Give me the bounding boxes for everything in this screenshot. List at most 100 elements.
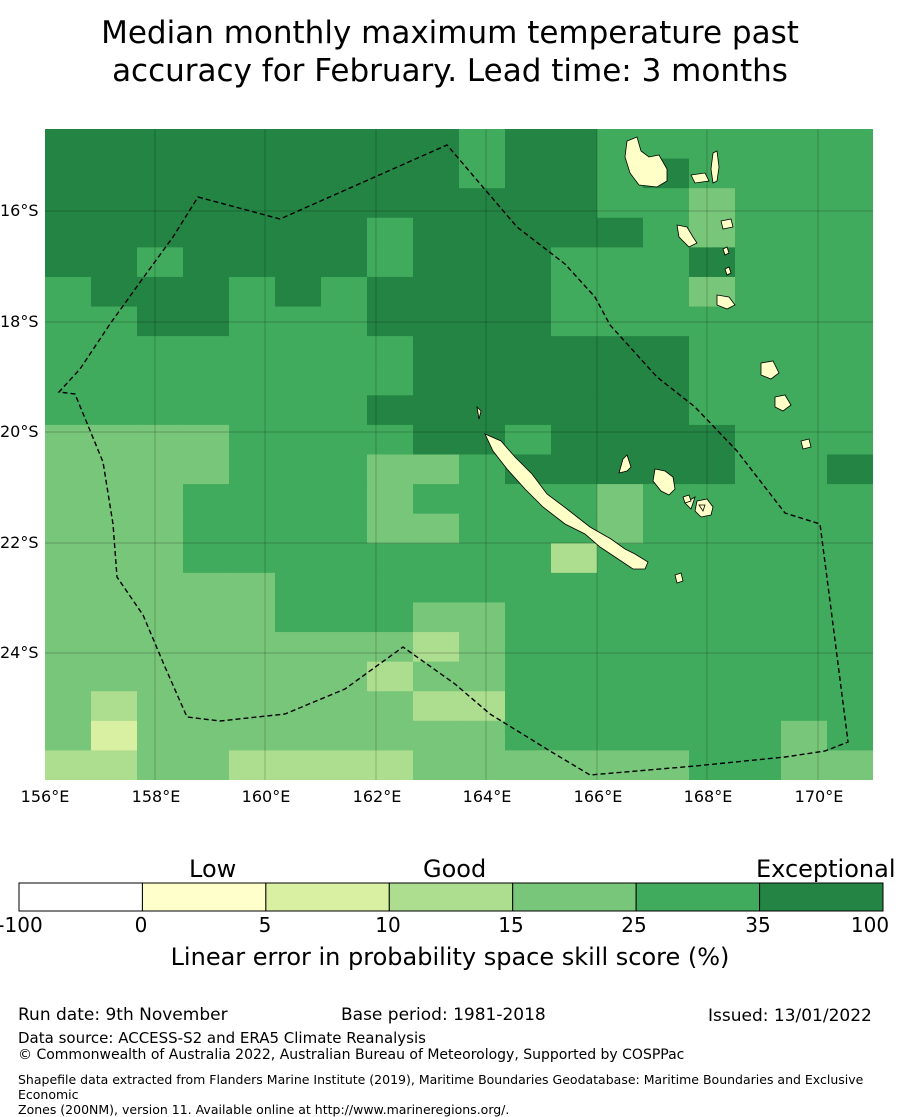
grid-cell xyxy=(91,188,138,219)
grid-cell xyxy=(689,632,736,663)
copyright: © Commonwealth of Australia 2022, Austra… xyxy=(18,1047,685,1063)
grid-cell xyxy=(137,336,184,367)
grid-cell xyxy=(183,129,230,160)
grid-cell xyxy=(229,188,276,219)
grid-cell xyxy=(597,395,644,426)
coast-loyalty-lifou xyxy=(652,468,676,496)
grid-cell xyxy=(413,454,460,485)
lat-label-16s: 16°S xyxy=(0,201,39,220)
category-good: Good xyxy=(423,855,487,883)
grid-cell xyxy=(137,247,184,278)
grid-cell xyxy=(827,661,873,692)
grid-cell xyxy=(321,247,368,278)
grid-cell xyxy=(551,720,598,752)
grid-cell xyxy=(597,572,644,604)
grid-cell xyxy=(183,336,230,367)
grid-cell xyxy=(413,188,460,219)
coast-ambrym xyxy=(720,218,734,230)
grid-cell xyxy=(735,513,782,544)
grid-cell xyxy=(413,129,460,160)
grid-cell xyxy=(781,543,828,574)
grid-cell xyxy=(459,247,506,278)
lon-label-168e: 168°E xyxy=(683,787,733,806)
grid-cell xyxy=(137,750,184,780)
grid-cell xyxy=(321,513,368,544)
grid-cell xyxy=(551,632,598,663)
grid-cell xyxy=(459,691,506,722)
skill-score-map xyxy=(45,129,873,780)
grid-cell xyxy=(689,395,736,426)
grid-cell xyxy=(321,632,368,663)
grid-cell xyxy=(183,424,230,456)
grid-cell xyxy=(827,395,873,426)
grid-cell xyxy=(505,602,552,633)
grid-cell xyxy=(45,247,92,278)
grid-cell xyxy=(367,720,414,752)
grid-cell xyxy=(137,513,184,544)
grid-cell xyxy=(413,424,460,456)
grid-cell xyxy=(735,602,782,633)
grid-cell xyxy=(91,720,138,752)
grid-cell xyxy=(643,750,690,780)
grid-cell xyxy=(781,188,828,219)
grid-cell xyxy=(275,247,322,278)
lon-label-164e: 164°E xyxy=(462,787,512,806)
grid-cell xyxy=(321,158,368,189)
grid-cell xyxy=(597,276,644,308)
grid-cell xyxy=(597,365,644,396)
grid-cell xyxy=(735,750,782,780)
grid-cell xyxy=(781,306,828,337)
graticule-lines xyxy=(45,129,873,780)
run-date: Run date: 9th November xyxy=(18,1005,228,1025)
grid-cell xyxy=(367,602,414,633)
lat-label-18s: 18°S xyxy=(0,312,39,331)
coast-new-caledonia xyxy=(484,433,649,570)
shapefile-credit-line-1: Shapefile data extracted from Flanders M… xyxy=(18,1072,864,1102)
grid-cell xyxy=(597,750,644,780)
lon-label-158e: 158°E xyxy=(131,787,181,806)
grid-cell xyxy=(551,158,598,189)
grid-cell xyxy=(229,365,276,396)
grid-cell xyxy=(551,336,598,367)
grid-cell xyxy=(367,129,414,160)
grid-cell xyxy=(275,365,322,396)
grid-cell xyxy=(643,188,690,219)
grid-cell xyxy=(183,454,230,485)
grid-cell xyxy=(551,188,598,219)
colorbar-segment xyxy=(18,882,143,912)
grid-cell xyxy=(597,661,644,692)
grid-cell xyxy=(321,750,368,780)
colorbar-segment xyxy=(635,882,761,912)
grid-cell xyxy=(827,276,873,308)
colorbar-tick-label: 15 xyxy=(498,913,524,937)
coast-malekula xyxy=(676,224,698,248)
eez-boundary-line xyxy=(57,144,849,776)
grid-cell xyxy=(413,661,460,692)
grid-cell xyxy=(413,484,460,515)
category-low: Low xyxy=(189,855,237,883)
grid-cell xyxy=(367,750,414,780)
grid-cell xyxy=(137,720,184,752)
grid-cell xyxy=(413,158,460,189)
grid-cell xyxy=(459,513,506,544)
grid-cell xyxy=(735,424,782,456)
coast-islet-e xyxy=(722,246,730,256)
grid-cell xyxy=(827,454,873,485)
grid-cell xyxy=(689,188,736,219)
coast-tanna xyxy=(774,394,792,412)
grid-cell xyxy=(91,691,138,722)
grid-cell xyxy=(827,158,873,189)
lat-label-20s: 20°S xyxy=(0,422,39,441)
grid-cell xyxy=(413,276,460,308)
grid-cell xyxy=(183,661,230,692)
grid-cell xyxy=(229,247,276,278)
grid-cell xyxy=(459,661,506,692)
grid-cell xyxy=(229,276,276,308)
grid-cell xyxy=(183,543,230,574)
grid-cell xyxy=(643,572,690,604)
grid-cell xyxy=(229,454,276,485)
grid-cell xyxy=(781,572,828,604)
grid-cell xyxy=(137,306,184,337)
lon-label-156e: 156°E xyxy=(20,787,70,806)
grid-cell xyxy=(827,720,873,752)
